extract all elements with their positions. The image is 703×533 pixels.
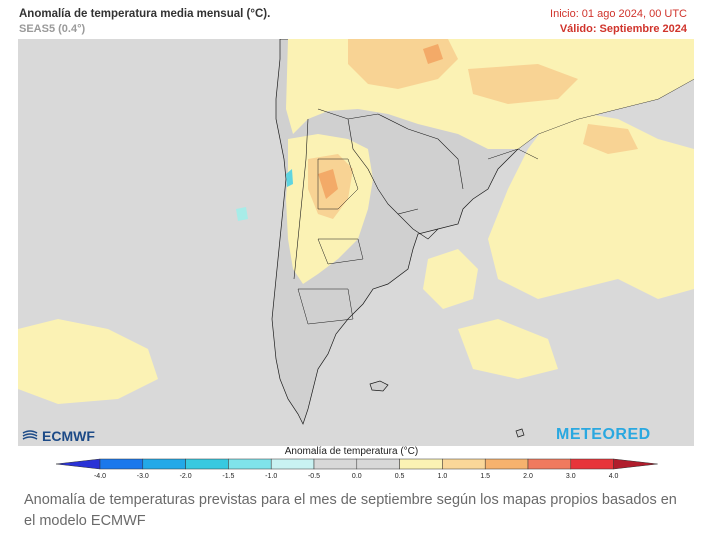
colorbar-tick-label: 1.5 bbox=[480, 473, 491, 480]
colorbar-tick-label: -4.0 bbox=[93, 473, 107, 480]
init-date: Inicio: 01 ago 2024, 00 UTC bbox=[550, 8, 687, 20]
colorbar-cell bbox=[356, 458, 400, 470]
colorbar-cell bbox=[442, 458, 486, 470]
colorbar-tick-label: 1.0 bbox=[437, 473, 448, 480]
colorbar-cell bbox=[527, 458, 572, 470]
colorbar-tick-label: 0.5 bbox=[394, 473, 405, 480]
colorbar-tick-label: -1.0 bbox=[265, 473, 278, 480]
colorbar-cell bbox=[99, 458, 144, 470]
valid-date: Válido: Septiembre 2024 bbox=[559, 23, 687, 35]
colorbar-tick-label: 4.0 bbox=[608, 473, 619, 480]
colorbar-tick-label: -3.0 bbox=[136, 473, 149, 480]
colorbar-cell bbox=[399, 458, 443, 470]
colorbar-tick-label: 3.0 bbox=[565, 473, 576, 480]
legend-title: Anomalía de temperatura (°C) bbox=[284, 446, 419, 457]
colorbar-tick-label: -0.5 bbox=[307, 473, 321, 480]
ecmwf-logo: ECMWF bbox=[21, 428, 95, 444]
colorbar-tick-label: -2.0 bbox=[179, 473, 192, 480]
figure-caption: Anomalía de temperaturas previstas para … bbox=[24, 492, 677, 529]
colorbar-cell bbox=[228, 458, 272, 470]
map-title: Anomalía de temperatura media mensual (°… bbox=[19, 8, 271, 20]
colorbar-tick-label: -1.5 bbox=[222, 473, 235, 480]
ecmwf-logo-text: ECMWF bbox=[42, 428, 95, 444]
colorbar-cell bbox=[185, 458, 229, 470]
colorbar-extend-low bbox=[56, 458, 101, 470]
meteored-logo: METEORED bbox=[556, 426, 651, 443]
ecmwf-mark-icon bbox=[22, 430, 38, 440]
colorbar-tick-label: 2.0 bbox=[523, 473, 533, 480]
colorbar-tick-label: 0.0 bbox=[351, 473, 362, 480]
colorbar-cell bbox=[570, 458, 614, 470]
colorbar-cell bbox=[142, 458, 186, 470]
anomaly-map bbox=[18, 39, 694, 446]
colorbar-cell bbox=[313, 458, 358, 470]
colorbar-extend-high bbox=[613, 458, 658, 470]
colorbar-cell bbox=[270, 458, 315, 470]
colorbar-cell bbox=[484, 458, 529, 470]
colorbar bbox=[56, 458, 658, 470]
model-label: SEAS5 (0.4°) bbox=[19, 23, 86, 35]
